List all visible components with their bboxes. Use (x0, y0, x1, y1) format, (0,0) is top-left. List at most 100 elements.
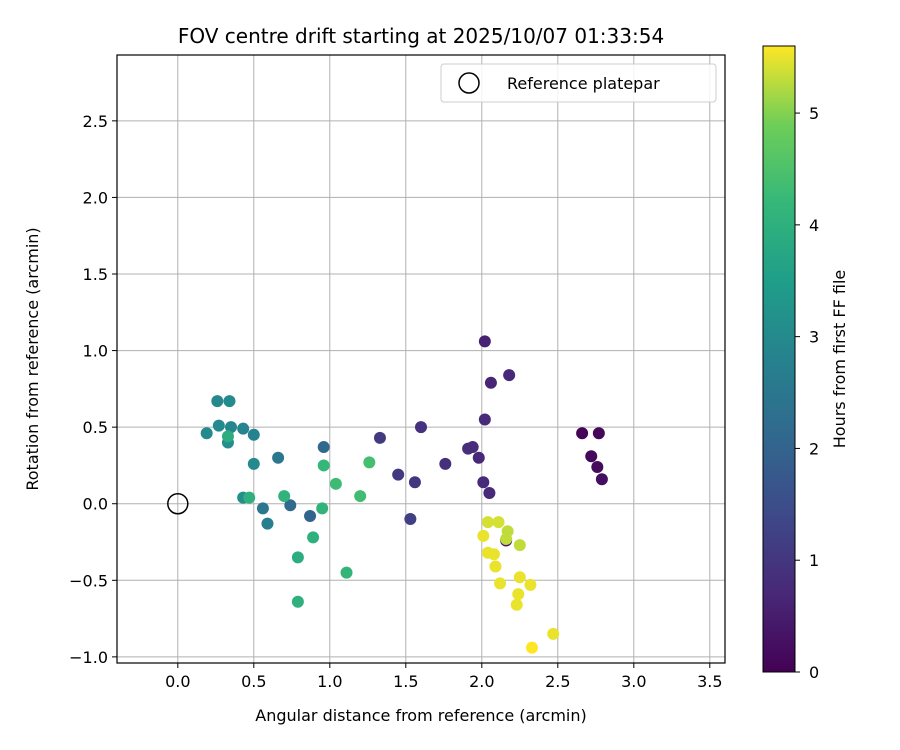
data-point (340, 566, 353, 579)
colorbar-gradient (762, 45, 796, 673)
data-point (272, 451, 285, 464)
y-tick-label: −1.0 (69, 648, 108, 667)
x-tick-label: 3.0 (621, 672, 646, 691)
data-point (494, 577, 507, 590)
data-point (595, 473, 608, 486)
data-point (487, 548, 500, 561)
data-point (481, 516, 494, 529)
colorbar-tick-label: 0 (809, 663, 819, 682)
colorbar-tick-label: 4 (809, 216, 819, 235)
data-point (243, 491, 256, 504)
data-point (489, 560, 502, 573)
data-point (484, 376, 497, 389)
reference-marker-group (167, 492, 189, 515)
data-point (503, 369, 516, 382)
data-point (472, 451, 485, 464)
data-point (592, 427, 605, 440)
data-point (304, 509, 317, 522)
data-point (261, 517, 274, 530)
y-tick-label: 1.5 (83, 265, 108, 284)
colorbar: 0 1 2 3 4 5 Hours from first FF file (762, 45, 849, 682)
data-point (221, 430, 234, 443)
y-axis-label: Rotation from reference (arcmin) (23, 227, 42, 490)
colorbar-tick-label: 2 (809, 439, 819, 458)
x-tick-label: 3.5 (697, 672, 722, 691)
data-point (278, 490, 291, 503)
colorbar-tick-label: 1 (809, 551, 819, 570)
data-point (291, 551, 304, 564)
x-axis-label: Angular distance from reference (arcmin) (255, 706, 586, 725)
data-point (524, 578, 537, 591)
data-point (576, 427, 589, 440)
legend-box (440, 63, 717, 103)
data-point (291, 595, 304, 608)
x-tick-label: 1.0 (317, 672, 342, 691)
y-tick-label: 0.0 (83, 495, 108, 514)
y-tick-label: 2.5 (83, 112, 108, 131)
data-point (392, 468, 405, 481)
y-tick-label: 0.5 (83, 418, 108, 437)
colorbar-tick-label: 5 (809, 104, 819, 123)
legend-entry-label: Reference platepar (507, 74, 660, 93)
x-axis-ticks: 0.0 0.5 1.0 1.5 2.0 2.5 3.0 3.5 (165, 663, 723, 691)
data-point (513, 539, 526, 552)
data-point (363, 456, 376, 469)
data-point (307, 531, 320, 544)
data-point (492, 516, 505, 529)
data-point (585, 450, 598, 463)
data-point (547, 627, 560, 640)
colorbar-label: Hours from first FF file (830, 270, 849, 449)
data-point (415, 421, 427, 434)
data-point (510, 598, 523, 611)
data-point (316, 502, 329, 515)
data-point (247, 428, 260, 441)
data-point (284, 499, 297, 512)
data-point (237, 422, 250, 435)
data-point (211, 395, 224, 408)
data-point (513, 571, 526, 584)
data-point (200, 427, 213, 440)
data-point (317, 441, 330, 454)
x-tick-label: 2.0 (469, 672, 494, 691)
y-tick-label: −0.5 (69, 571, 108, 590)
data-point (212, 419, 225, 432)
data-point (525, 641, 538, 654)
x-tick-label: 0.0 (165, 672, 190, 691)
colorbar-ticks: 0 1 2 3 4 5 (795, 104, 819, 682)
data-point (247, 457, 260, 470)
colorbar-tick-label: 3 (809, 328, 819, 347)
data-point (477, 476, 490, 489)
reference-platepar-marker (167, 492, 189, 515)
data-point (408, 476, 421, 489)
data-point (404, 513, 417, 526)
x-tick-label: 0.5 (241, 672, 266, 691)
data-points (200, 335, 608, 654)
legend-marker-circle (458, 72, 480, 94)
data-point (373, 431, 386, 444)
x-tick-label: 1.5 (393, 672, 418, 691)
plot-frame (116, 54, 726, 664)
data-point (478, 335, 491, 348)
data-point (466, 441, 479, 454)
data-point (329, 477, 342, 490)
data-point (477, 529, 490, 542)
data-point (354, 490, 367, 503)
y-axis-ticks: −1.0 −0.5 0.0 0.5 1.0 1.5 2.0 2.5 (69, 112, 117, 667)
data-point (256, 502, 269, 515)
grid (117, 55, 725, 663)
data-point (591, 460, 604, 473)
data-point (317, 459, 330, 472)
chart-title: FOV centre drift starting at 2025/10/07 … (178, 24, 664, 48)
legend: Reference platepar (440, 63, 717, 103)
x-tick-label: 2.5 (545, 672, 570, 691)
y-tick-label: 1.0 (83, 342, 108, 361)
data-point (478, 413, 491, 426)
data-point (512, 588, 525, 601)
y-tick-label: 2.0 (83, 188, 108, 207)
data-point (501, 525, 514, 538)
data-point (483, 487, 496, 500)
data-point (439, 457, 452, 470)
data-point (225, 421, 237, 434)
data-point (223, 395, 236, 408)
